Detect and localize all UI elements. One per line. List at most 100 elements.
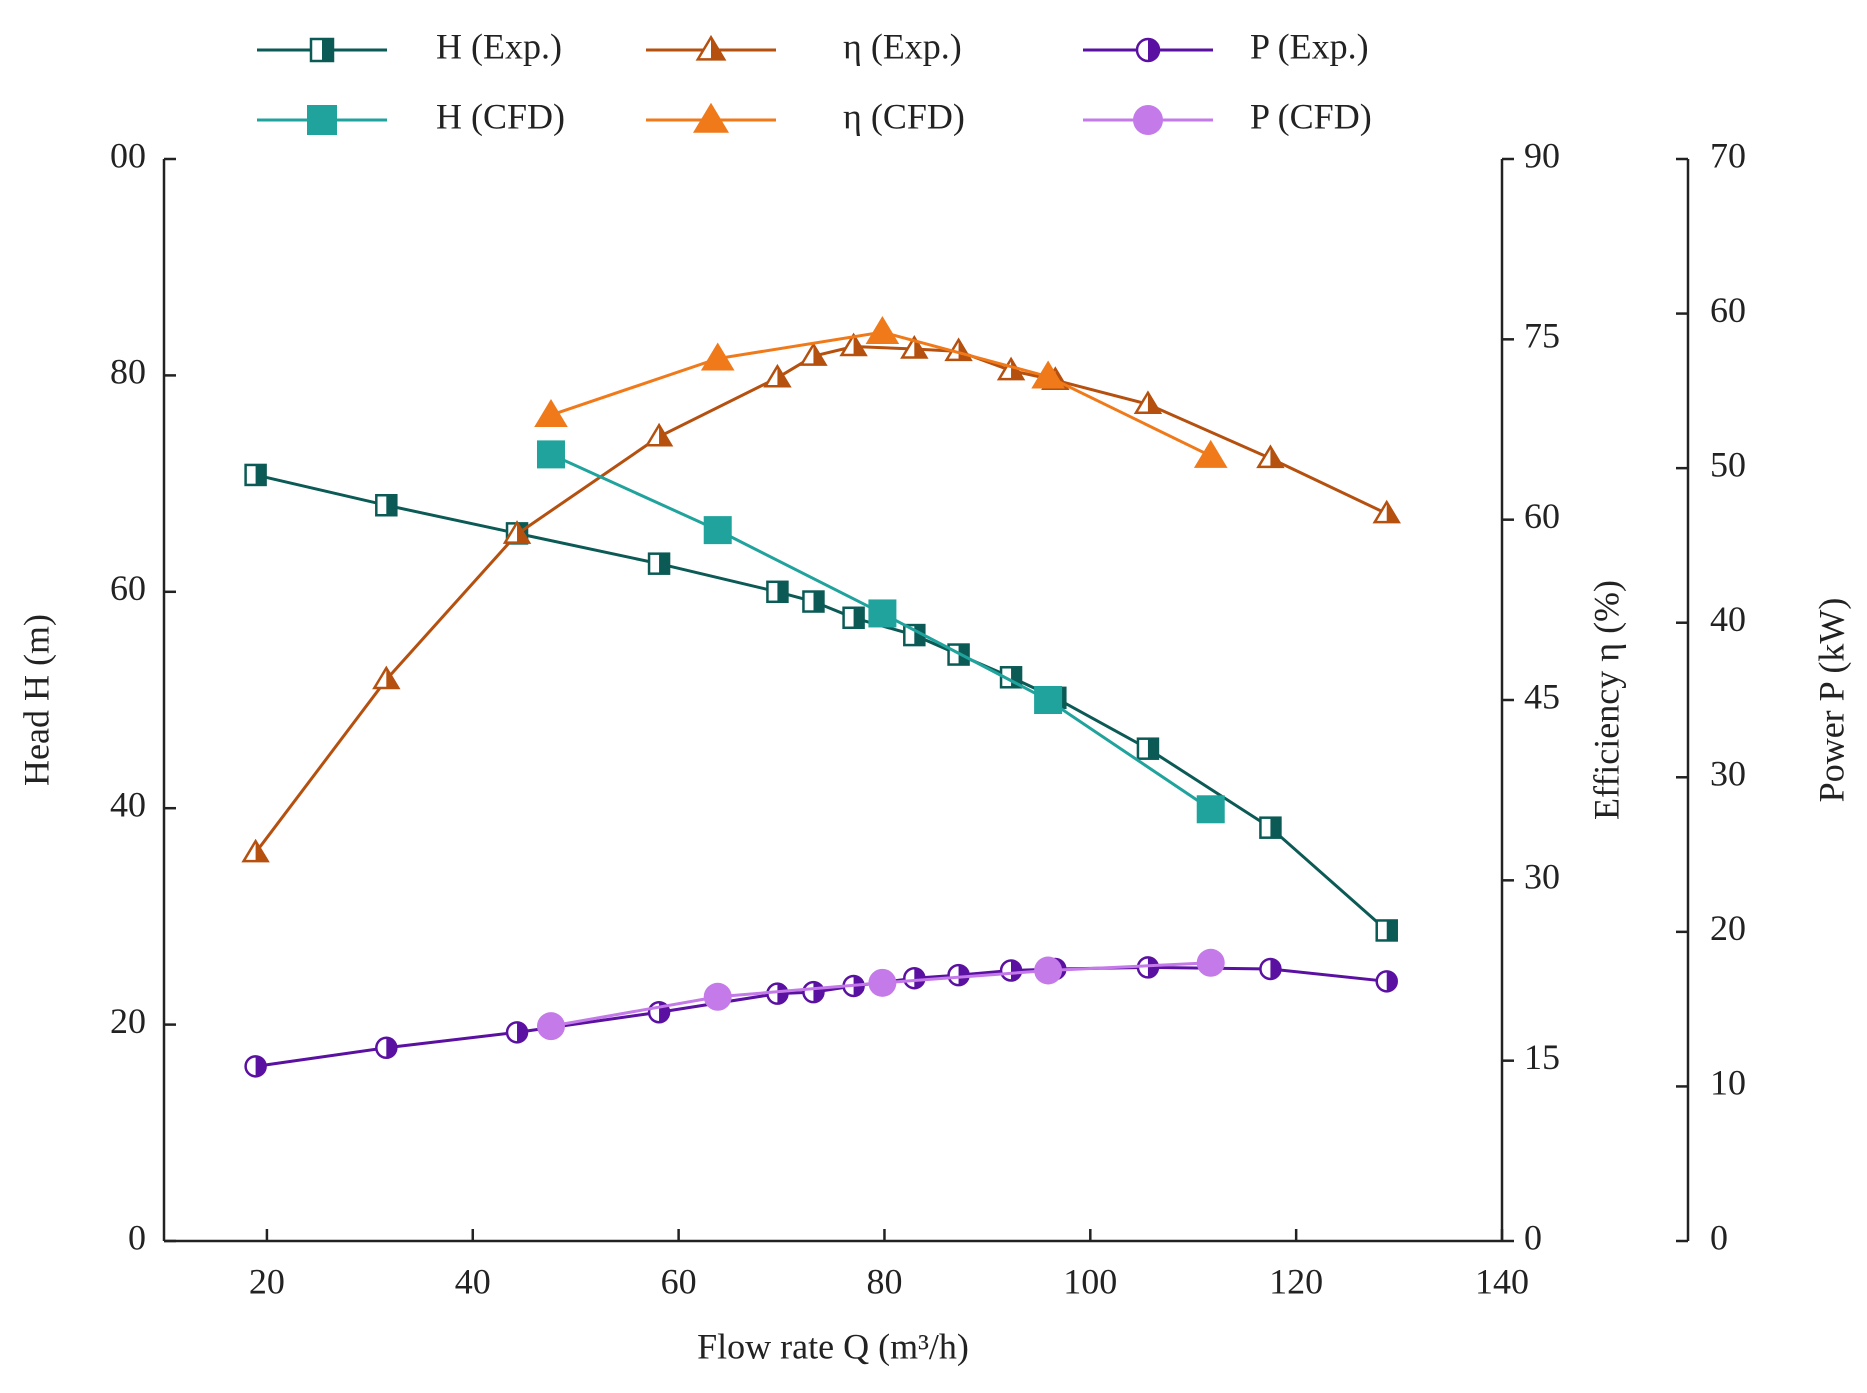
marker-edge xyxy=(375,1036,398,1060)
x-tick-label: 80 xyxy=(866,1261,902,1301)
marker-fill xyxy=(703,982,732,1011)
marker-half xyxy=(255,464,266,485)
y-tick-label: 0 xyxy=(128,1217,146,1257)
marker-edge xyxy=(799,342,828,366)
y3-axis-label: Power P (kW) xyxy=(1811,598,1851,803)
marker-edge xyxy=(839,332,868,357)
marker xyxy=(868,599,897,628)
marker-half xyxy=(659,553,670,574)
x-tick-label: 20 xyxy=(249,1261,285,1301)
marker xyxy=(868,968,897,997)
marker-fill xyxy=(1133,105,1163,135)
marker xyxy=(799,342,828,366)
marker xyxy=(1034,686,1063,714)
x-tick-label: 40 xyxy=(455,1261,491,1301)
y2-tick-label: 30 xyxy=(1524,857,1560,897)
y2-tick-label: 45 xyxy=(1524,676,1560,716)
marker xyxy=(1372,499,1401,524)
marker-edge xyxy=(1256,444,1285,469)
marker-fill xyxy=(1196,948,1225,977)
marker xyxy=(903,966,926,990)
y-tick-label: 00 xyxy=(110,135,146,175)
marker xyxy=(244,463,267,487)
marker xyxy=(505,1021,529,1044)
marker-fill xyxy=(700,342,735,371)
y3-tick-label: 10 xyxy=(1710,1063,1746,1103)
y-tick-label: 60 xyxy=(110,568,146,608)
y3-tick-label: 30 xyxy=(1710,754,1746,794)
marker-half xyxy=(386,495,397,516)
marker-edge xyxy=(947,643,970,666)
marker-half xyxy=(813,591,824,612)
marker-edge xyxy=(802,980,825,1004)
legend-label: η (Exp.) xyxy=(843,26,962,66)
marker-half xyxy=(914,625,925,646)
y2-tick-label: 0 xyxy=(1524,1217,1542,1257)
marker-fill xyxy=(1196,795,1225,824)
marker-edge xyxy=(999,959,1023,982)
marker-edge xyxy=(1375,970,1398,993)
legend-label: P (Exp.) xyxy=(1250,26,1369,66)
marker xyxy=(802,980,825,1004)
marker-edge xyxy=(1133,390,1163,415)
y-tick-label: 80 xyxy=(110,352,146,392)
marker xyxy=(502,520,532,544)
marker-edge xyxy=(1259,816,1282,839)
marker xyxy=(766,982,789,1005)
marker xyxy=(647,552,671,575)
marker xyxy=(839,332,868,357)
marker xyxy=(865,316,900,345)
legend-label: H (CFD) xyxy=(436,96,565,136)
marker xyxy=(1136,737,1160,760)
marker-edge xyxy=(1135,37,1161,63)
marker xyxy=(903,623,926,647)
marker xyxy=(1135,37,1161,63)
marker-edge xyxy=(1259,957,1282,981)
marker xyxy=(375,1036,398,1060)
marker-edge xyxy=(903,966,926,990)
y-tick-label: 40 xyxy=(110,784,146,824)
y-tick-label: 20 xyxy=(110,1001,146,1041)
marker xyxy=(703,516,732,545)
marker-fill xyxy=(307,105,337,135)
marker-fill xyxy=(868,968,897,997)
y3-tick-label: 40 xyxy=(1710,599,1746,639)
marker xyxy=(644,422,674,447)
marker-half xyxy=(1270,817,1281,838)
series-line xyxy=(550,453,1212,811)
marker-edge xyxy=(372,665,401,690)
marker xyxy=(703,982,732,1011)
x-tick-label: 140 xyxy=(1475,1261,1529,1301)
marker xyxy=(1133,390,1163,415)
marker-fill xyxy=(1193,439,1228,468)
legend-label: H (Exp.) xyxy=(436,26,562,66)
marker xyxy=(375,493,398,517)
series-line xyxy=(255,965,1387,1068)
marker xyxy=(695,34,727,61)
marker xyxy=(536,1012,565,1041)
marker xyxy=(999,959,1023,982)
marker-edge xyxy=(999,666,1023,689)
marker-half xyxy=(853,607,864,628)
marker-fill xyxy=(1034,956,1063,985)
marker-edge xyxy=(375,493,398,517)
marker-edge xyxy=(241,838,270,863)
marker-half xyxy=(1011,667,1022,688)
marker-fill xyxy=(868,599,897,628)
marker-fill xyxy=(536,1012,565,1041)
marker-edge xyxy=(309,37,335,63)
marker xyxy=(947,963,970,987)
y3-tick-label: 70 xyxy=(1710,135,1746,175)
marker-edge xyxy=(647,552,671,575)
marker xyxy=(1259,957,1282,981)
legend-label: η (CFD) xyxy=(843,96,965,136)
marker xyxy=(1196,948,1225,977)
marker-fill xyxy=(703,516,732,545)
marker xyxy=(802,590,825,613)
legend-label: P (CFD) xyxy=(1250,96,1372,136)
marker-edge xyxy=(1375,919,1398,942)
marker xyxy=(1256,444,1285,469)
marker-edge xyxy=(1136,737,1160,760)
marker xyxy=(763,363,792,388)
